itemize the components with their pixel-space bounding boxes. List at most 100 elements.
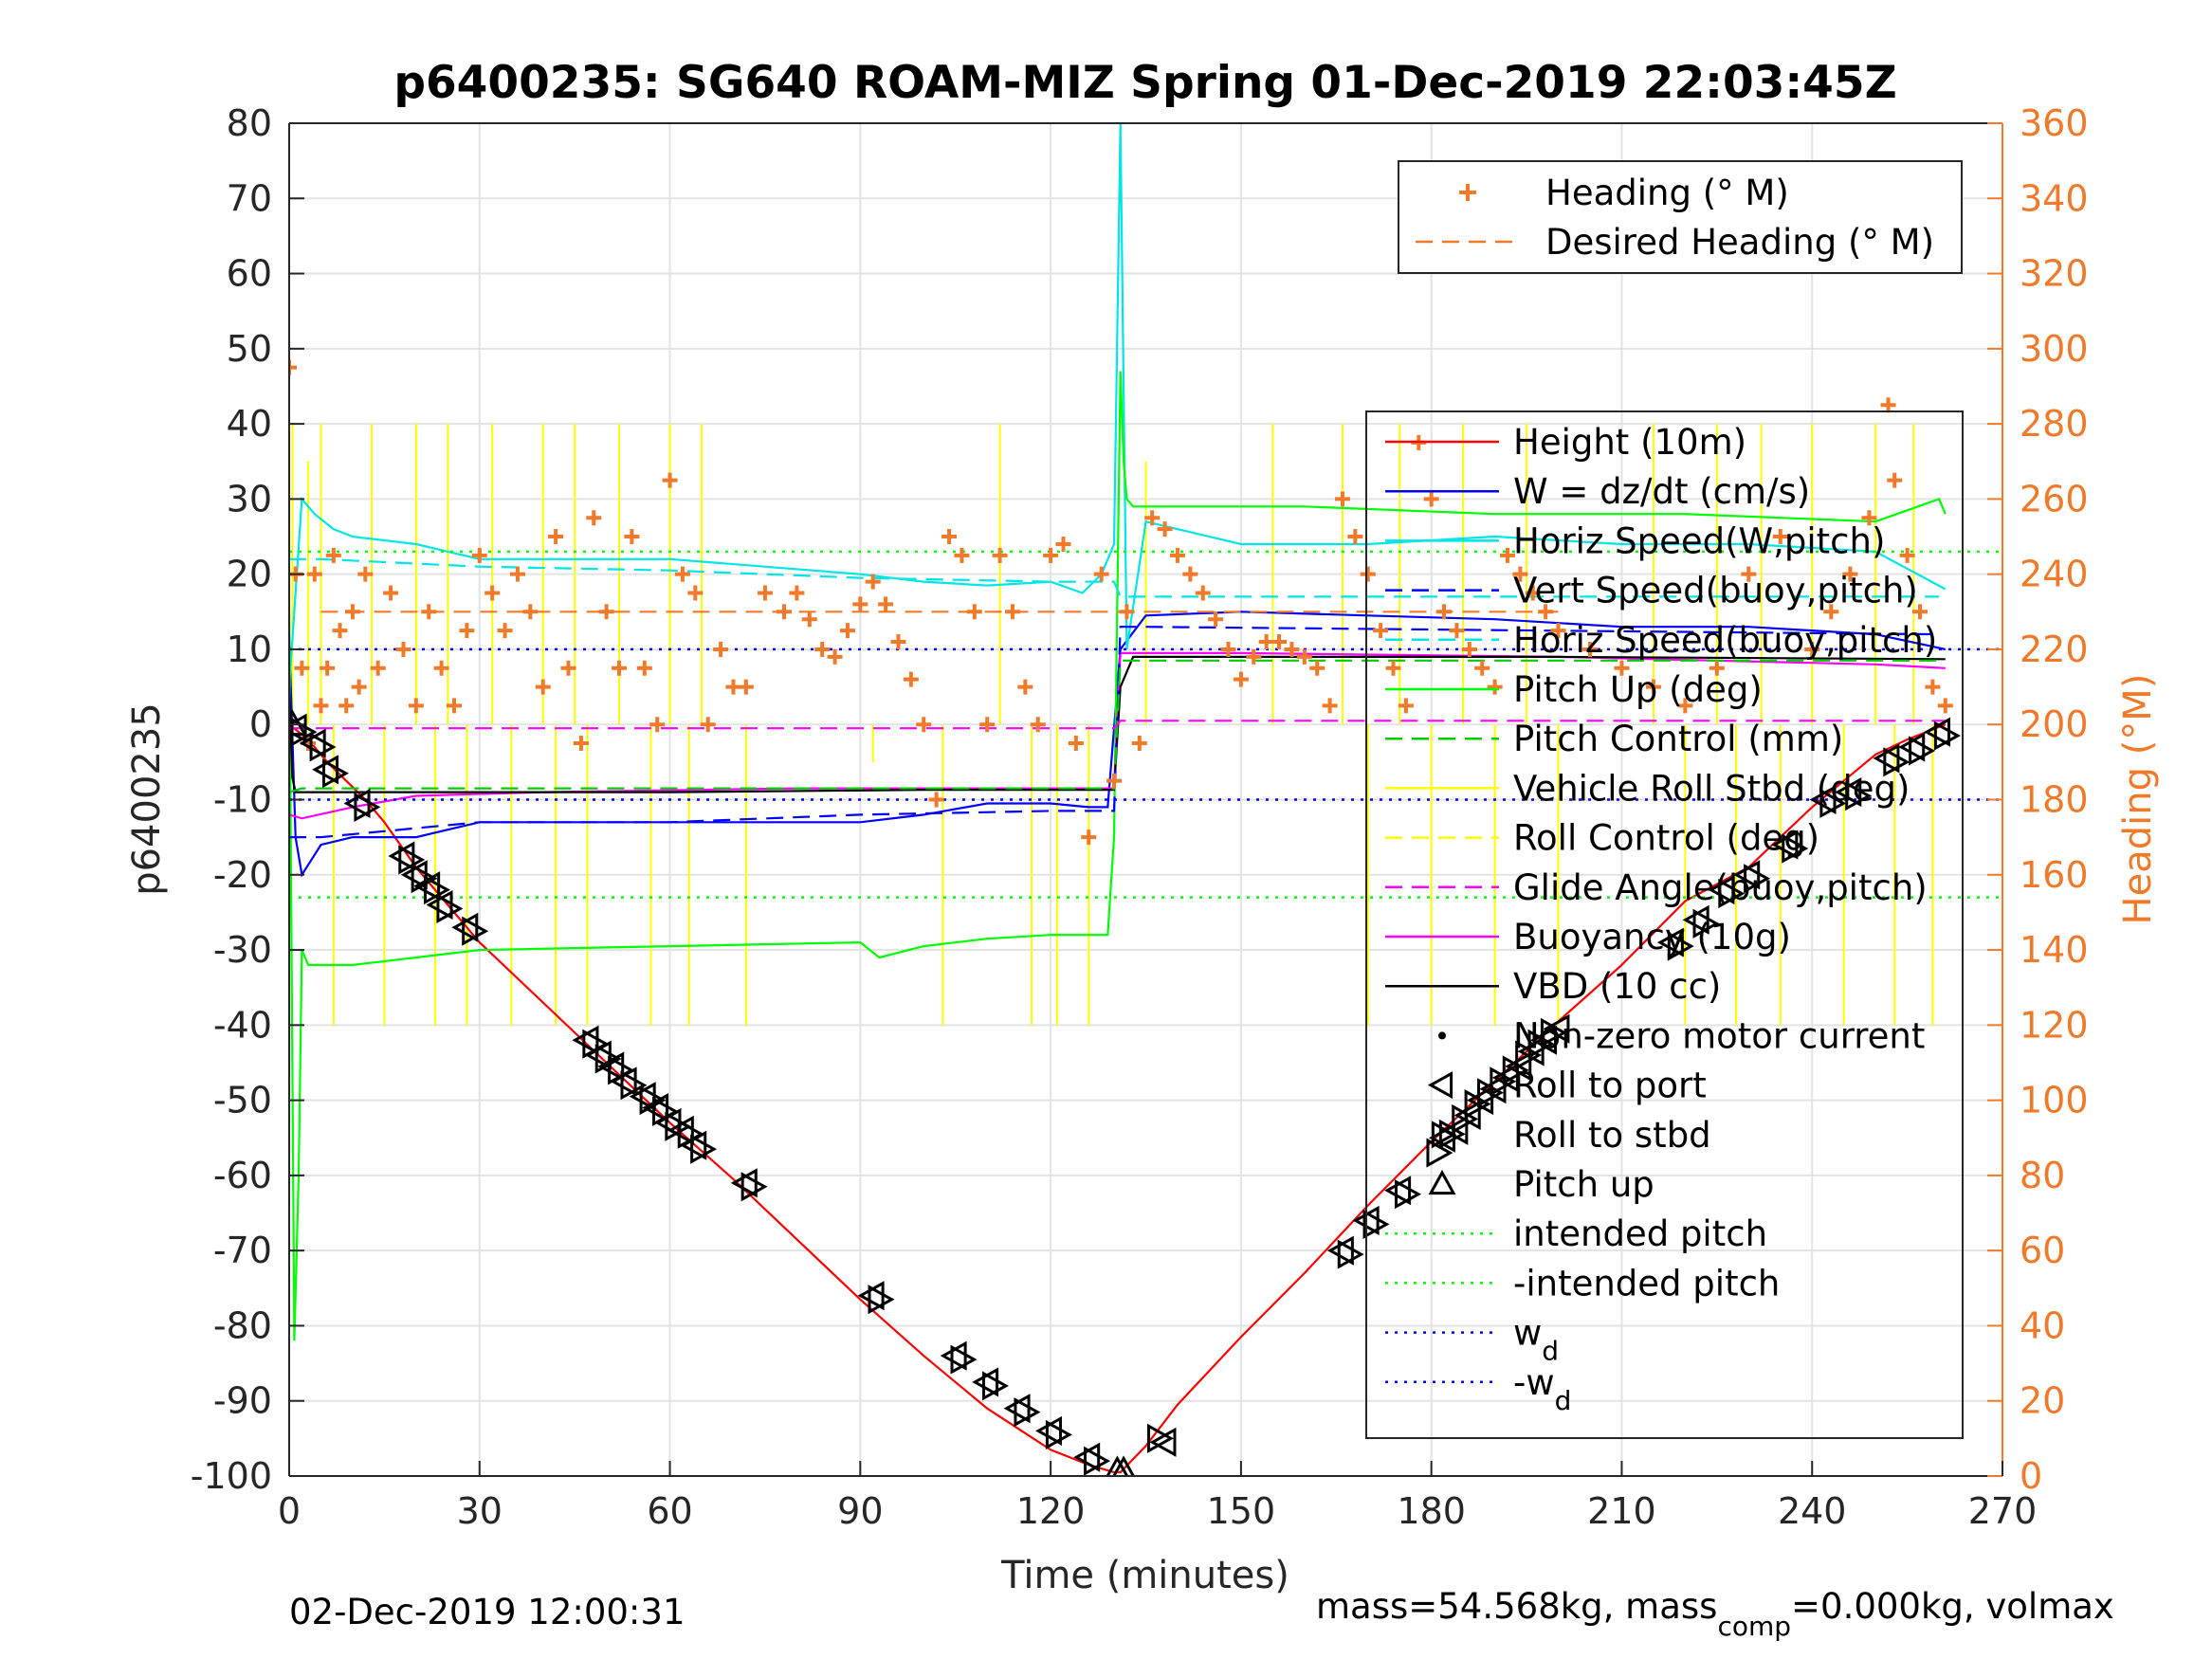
series-pitch-up <box>289 709 1136 1476</box>
y-axis-label: p6400235 <box>125 702 169 896</box>
heading-point <box>1436 604 1453 620</box>
heading-point <box>713 641 729 657</box>
y2-tick-label: 80 <box>2020 1155 2065 1196</box>
roll-to-stbd-marker <box>1527 1029 1555 1059</box>
series-roll-to-stbd <box>290 717 1961 1476</box>
heading-point <box>725 679 741 695</box>
roll-to-stbd-marker <box>1819 788 1847 819</box>
roll-to-stbd-marker <box>462 916 489 946</box>
x-tick-label: 240 <box>1778 1490 1847 1532</box>
roll-to-stbd-marker <box>608 1055 635 1085</box>
heading-point <box>1258 634 1274 650</box>
footer-mass-sub: comp <box>1717 1611 1791 1642</box>
series-vbd-10-cc <box>289 655 1946 793</box>
roll-to-stbd-marker <box>1426 1138 1453 1168</box>
heading-point <box>586 510 602 526</box>
x-tick-label: 0 <box>278 1490 301 1532</box>
legend-entry-roll-control-deg: Roll Control (deg) <box>1385 818 1819 859</box>
glide-angle-buoy-pitch-line <box>289 720 1946 730</box>
heading-point <box>1581 641 1598 657</box>
roll-to-stbd-marker <box>950 1344 978 1375</box>
heading-point <box>1937 698 1953 714</box>
heading-point <box>624 529 640 545</box>
heading-point <box>612 660 628 676</box>
horiz-speed-buoy-pitch-line <box>289 557 1940 598</box>
legend-entry-label: Horiz Speed(buoy,pitch) <box>1513 620 1937 661</box>
legend-entry-vert-speed-buoy-pitch: Vert Speed(buoy,pitch) <box>1385 571 1918 611</box>
heading-point <box>1119 604 1135 620</box>
heading-point <box>471 547 487 563</box>
roll-to-stbd-marker <box>690 1134 718 1164</box>
legend-entry-label: -wd <box>1513 1362 1571 1416</box>
legend-entry-height-10m: Height (10m) <box>1385 422 1746 463</box>
legend-entry-roll-to-port: Roll to port <box>1427 1066 1707 1106</box>
heading-point <box>1887 472 1903 488</box>
legend-entry-label: intended pitch <box>1513 1213 1767 1254</box>
heading-point <box>433 660 449 676</box>
heading-point <box>814 641 831 657</box>
y-tick-label: 0 <box>249 703 272 745</box>
legend-swatch-triangle <box>1431 1121 1457 1149</box>
heading-point <box>560 660 576 676</box>
y2-tick-label: 20 <box>2020 1380 2065 1422</box>
heading-point <box>757 585 773 601</box>
roll-to-stbd-marker <box>1362 1209 1390 1239</box>
heading-point <box>1461 641 1477 657</box>
roll-to-stbd-marker <box>620 1070 648 1101</box>
roll-to-stbd-marker <box>436 893 464 924</box>
legend-entry-intended-pitch: intended pitch <box>1385 1213 1767 1254</box>
heading-point <box>916 717 932 733</box>
heading-point <box>1296 648 1312 665</box>
heading-point <box>1246 648 1262 665</box>
heading-point <box>992 547 1008 563</box>
footer-timestamp: 02-Dec-2019 12:00:31 <box>289 1592 685 1632</box>
heading-point <box>1068 736 1084 752</box>
legend-top-label: Heading (° M) <box>1545 173 1789 213</box>
y-tick-label: -10 <box>213 779 272 821</box>
roll-to-stbd-marker <box>868 1285 895 1315</box>
heading-point <box>383 585 399 601</box>
heading-point <box>1709 660 1725 676</box>
legend-entry-label: Horiz Speed(W,pitch) <box>1513 520 1885 561</box>
heading-point <box>1309 660 1325 676</box>
legend-entry-label: Roll Control (deg) <box>1513 818 1819 859</box>
roll-to-stbd-marker <box>1452 1103 1479 1134</box>
roll-to-stbd-marker <box>1438 1119 1466 1149</box>
heading-point <box>839 623 855 639</box>
roll-to-stbd-marker <box>1933 720 1961 751</box>
heading-point <box>1912 604 1928 620</box>
roll-to-stbd-marker <box>354 792 381 822</box>
roll-to-stbd-marker <box>665 1111 692 1141</box>
heading-point <box>395 641 411 657</box>
heading-point <box>357 566 374 582</box>
legend-entry-label: Roll to port <box>1513 1066 1707 1106</box>
heading-point <box>1093 566 1109 582</box>
legend-top-label: Desired Heading (° M) <box>1545 222 1934 263</box>
heading-point <box>1131 736 1147 752</box>
heading-point <box>447 698 463 714</box>
pitch-up-marker <box>1106 1455 1129 1476</box>
y2-tick-label: 120 <box>2020 1004 2089 1046</box>
y-tick-label: 30 <box>227 478 272 520</box>
roll-to-stbd-marker <box>1744 864 1771 894</box>
roll-to-stbd-marker <box>1502 1055 1529 1085</box>
heading-point <box>1487 679 1503 695</box>
roll-to-stbd-marker <box>1394 1179 1421 1210</box>
heading-point <box>827 648 843 665</box>
series-horiz-speed-buoy-pitch <box>289 557 1940 598</box>
heading-point <box>344 604 360 620</box>
roll-to-stbd-marker <box>1718 879 1746 909</box>
series-w-dz-dt-cm-s <box>289 611 1947 878</box>
legend-entry-w-d: -wd <box>1385 1362 1571 1416</box>
pitch-up-deg-line <box>289 371 1947 1341</box>
legend-swatch-triangle <box>1427 1071 1453 1100</box>
heading-point <box>1055 536 1071 552</box>
heading-point <box>1182 566 1198 582</box>
x-tick-label: 270 <box>1968 1490 2038 1532</box>
x-tick-label: 120 <box>1016 1490 1086 1532</box>
legend-entry-glide-angle-buoy-pitch: Glide Angle(buoy,pitch) <box>1385 867 1928 908</box>
heading-point <box>801 611 817 628</box>
heading-point <box>1233 671 1249 687</box>
heading-point <box>1512 566 1528 582</box>
